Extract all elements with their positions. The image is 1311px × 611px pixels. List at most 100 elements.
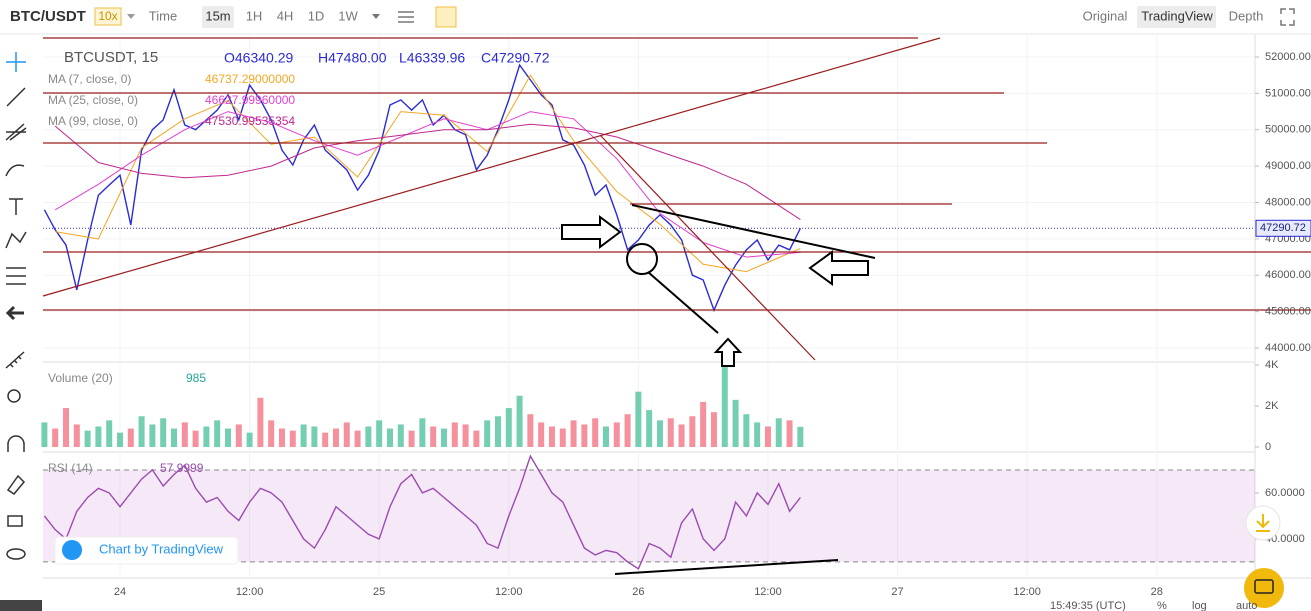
brand-text[interactable]: Chart by TradingView — [99, 541, 224, 556]
visibility-tool[interactable] — [6, 548, 26, 560]
y-tick-label: 4K — [1265, 359, 1279, 371]
settings-icon[interactable] — [398, 11, 414, 23]
volume-bar — [268, 420, 275, 447]
fib-tool[interactable] — [5, 123, 27, 141]
grid-layer — [43, 36, 1259, 578]
trend-line — [42, 37, 941, 297]
volume-bar — [343, 422, 350, 447]
y-tick-label: 2K — [1265, 400, 1279, 412]
volume-bar — [170, 428, 177, 447]
symbol[interactable]: BTC/USDT — [10, 8, 86, 25]
left-toolbar — [5, 52, 27, 560]
volume-bar — [592, 418, 599, 447]
view-option[interactable]: TradingView — [1141, 8, 1213, 23]
volume-title: Volume (20) — [48, 371, 113, 385]
annotations — [561, 204, 876, 575]
x-tick-label: 27 — [891, 586, 903, 598]
line-tool[interactable] — [6, 87, 26, 107]
rsi-band — [43, 469, 1255, 562]
volume-bar — [754, 422, 761, 447]
interval[interactable]: 1H — [246, 8, 263, 23]
brand-logo[interactable] — [62, 540, 82, 560]
volume-bar — [246, 432, 253, 447]
y-tick-label: 60.0000 — [1265, 487, 1305, 499]
y-tick-label: 51000.00 — [1265, 87, 1311, 99]
volume-bar — [52, 428, 59, 447]
y-tick-label: 52000.00 — [1265, 51, 1311, 63]
x-tick-label: 26 — [632, 586, 644, 598]
lock-tool[interactable] — [7, 515, 23, 527]
view-option[interactable]: Depth — [1229, 8, 1264, 23]
brand-badge[interactable] — [54, 536, 239, 565]
interval[interactable]: Time — [149, 8, 177, 23]
volume-bar — [95, 426, 102, 447]
view-option[interactable]: Original — [1083, 8, 1128, 23]
last-price-tag — [1255, 219, 1311, 237]
x-tick-label: 28 — [1151, 586, 1163, 598]
leverage[interactable]: 10x — [98, 9, 117, 23]
volume-bar — [138, 416, 145, 447]
volume-bar — [624, 414, 631, 447]
trend-line — [599, 134, 816, 361]
volume-bar — [548, 426, 555, 447]
interval[interactable]: 4H — [277, 8, 294, 23]
wedge-line — [631, 204, 876, 259]
brush-tool[interactable] — [5, 164, 25, 177]
leverage-badge[interactable] — [94, 7, 122, 26]
interval[interactable]: 1W — [338, 8, 358, 23]
download-icon[interactable] — [1256, 514, 1270, 532]
back-tool[interactable] — [5, 305, 24, 321]
ohlc-value: H47480.00 — [318, 50, 387, 66]
forecast-tool[interactable] — [6, 267, 26, 285]
volume-bar — [278, 428, 285, 447]
crosshair-tool[interactable] — [6, 52, 26, 72]
y-tick-label: 40.0000 — [1265, 533, 1305, 545]
scale-option[interactable]: % — [1157, 600, 1167, 611]
symbol-legend: BTCUSDT, 15 — [64, 49, 158, 66]
zoom-tool[interactable] — [7, 389, 21, 403]
indicator-icon[interactable] — [435, 6, 457, 28]
y-tick-label: 46000.00 — [1265, 269, 1311, 281]
volume-bar — [462, 424, 469, 447]
magnet-tool[interactable] — [7, 435, 25, 452]
interval-active[interactable] — [202, 6, 234, 28]
volume-bar — [700, 401, 707, 447]
caret[interactable] — [372, 14, 380, 19]
scale-option[interactable]: auto — [1236, 600, 1257, 611]
ma-last-value: 46627.99960000 — [205, 93, 295, 107]
volume-bar — [419, 418, 426, 447]
volume-bar — [646, 410, 653, 447]
text-tool[interactable] — [9, 198, 23, 215]
interval[interactable]: 15m — [205, 8, 230, 23]
view-active[interactable] — [1137, 6, 1216, 28]
x-tick-label: 24 — [114, 586, 126, 598]
ma-legend: MA (7, close, 0) — [48, 72, 131, 86]
user-drawings — [42, 37, 1311, 361]
series-line — [43, 63, 802, 313]
interval[interactable]: 1D — [308, 8, 325, 23]
pattern-tool[interactable] — [5, 231, 27, 249]
scale-option[interactable]: log — [1192, 600, 1207, 611]
volume-bar — [440, 428, 447, 447]
ruler-tool[interactable] — [5, 351, 25, 369]
volume-bar — [160, 418, 167, 447]
ohlc-value: L46339.96 — [399, 50, 465, 66]
volume-bar — [376, 420, 383, 447]
lock-drawing-tool[interactable] — [6, 474, 26, 495]
volume-bar — [527, 414, 534, 447]
wedge-line — [647, 271, 719, 334]
chat-icon[interactable] — [1254, 579, 1274, 594]
volume-bar — [127, 428, 134, 447]
volume-bar — [235, 424, 242, 447]
chat-button[interactable] — [1244, 568, 1284, 608]
y-tick-label: 45000.00 — [1265, 306, 1311, 318]
rsi-last: 57.9999 — [160, 461, 204, 475]
caret[interactable] — [127, 14, 135, 19]
volume-bar — [678, 424, 685, 447]
fullscreen-icon[interactable] — [1280, 8, 1295, 26]
ma-legend: MA (25, close, 0) — [48, 93, 138, 107]
volume-bar — [300, 424, 307, 447]
volume-bar — [214, 420, 221, 447]
volume-bar — [635, 391, 642, 447]
